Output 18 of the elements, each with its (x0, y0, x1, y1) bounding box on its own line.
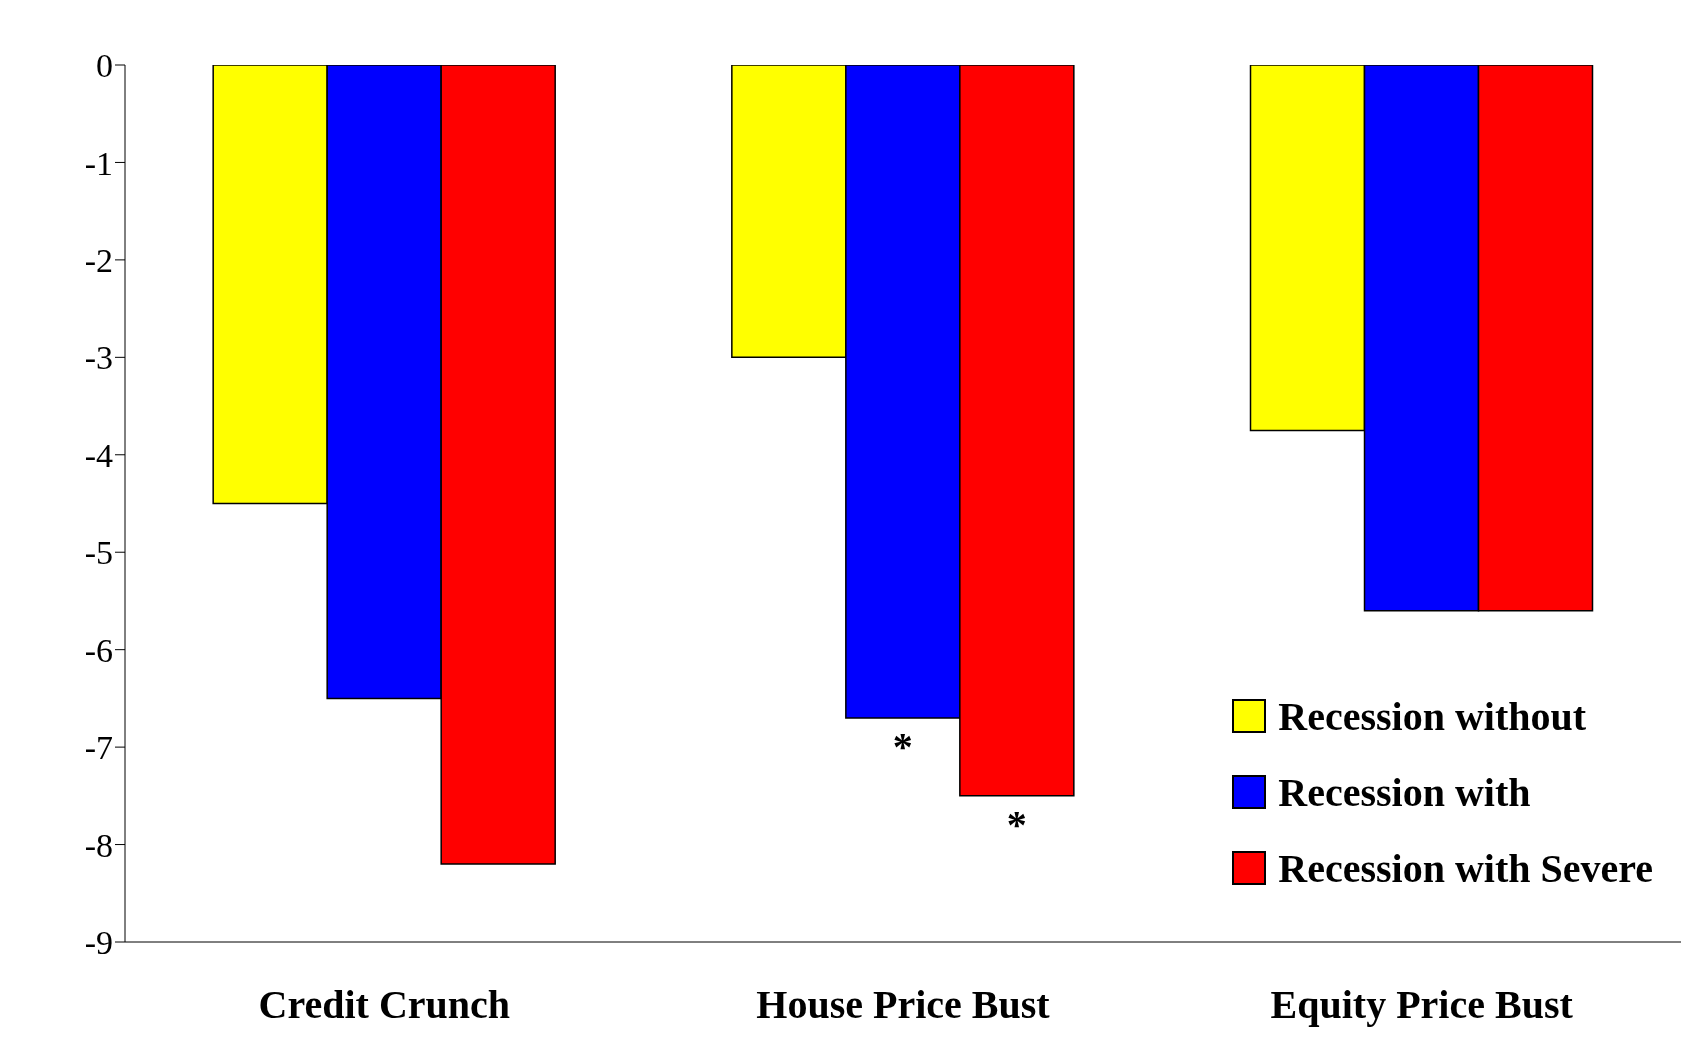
legend-label: Recession without (1278, 692, 1587, 740)
y-tick-label: -8 (84, 826, 113, 864)
y-tick-label: -1 (84, 144, 113, 182)
y-tick-label: -6 (84, 631, 113, 669)
y-tick-label: -3 (84, 339, 113, 377)
y-tick-label: -7 (84, 729, 113, 767)
y-tick-label: -4 (84, 436, 113, 474)
y-tick-label: -5 (84, 534, 113, 572)
data-label: * (1006, 801, 1027, 847)
legend-label: Recession with (1278, 768, 1531, 816)
x-tick-label: House Price Bust (756, 982, 1051, 1028)
legend-label: Recession with Severe (1278, 844, 1653, 892)
x-tick-label: Credit Crunch (258, 982, 511, 1028)
y-tick-label: -9 (84, 924, 113, 962)
x-tick-label: Equity Price Bust (1270, 982, 1574, 1028)
y-tick-label: -2 (84, 241, 113, 279)
y-tick-label: 0 (96, 47, 113, 85)
data-label: * (892, 723, 913, 769)
